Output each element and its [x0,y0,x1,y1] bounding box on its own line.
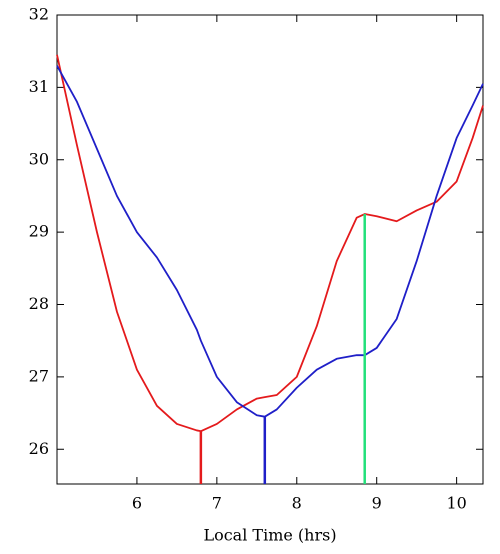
series-line [56,65,484,418]
y-tick-label: 29 [29,222,49,241]
y-tick-label: 32 [29,5,49,24]
x-axis-label: Local Time (hrs) [203,526,336,545]
y-tick-label: 28 [29,294,49,313]
x-tick-label: 10 [446,494,466,513]
y-tick-label: 31 [29,77,49,96]
series-line [56,54,484,433]
x-tick-label: 7 [212,494,222,513]
y-tick-label: 30 [29,149,49,168]
x-tick-label: 8 [292,494,302,513]
y-tick-label: 27 [29,366,49,385]
x-tick-label: 9 [372,494,382,513]
x-tick-label: 6 [132,494,142,513]
plot-frame [56,14,484,485]
y-tick-label: 26 [29,439,49,458]
